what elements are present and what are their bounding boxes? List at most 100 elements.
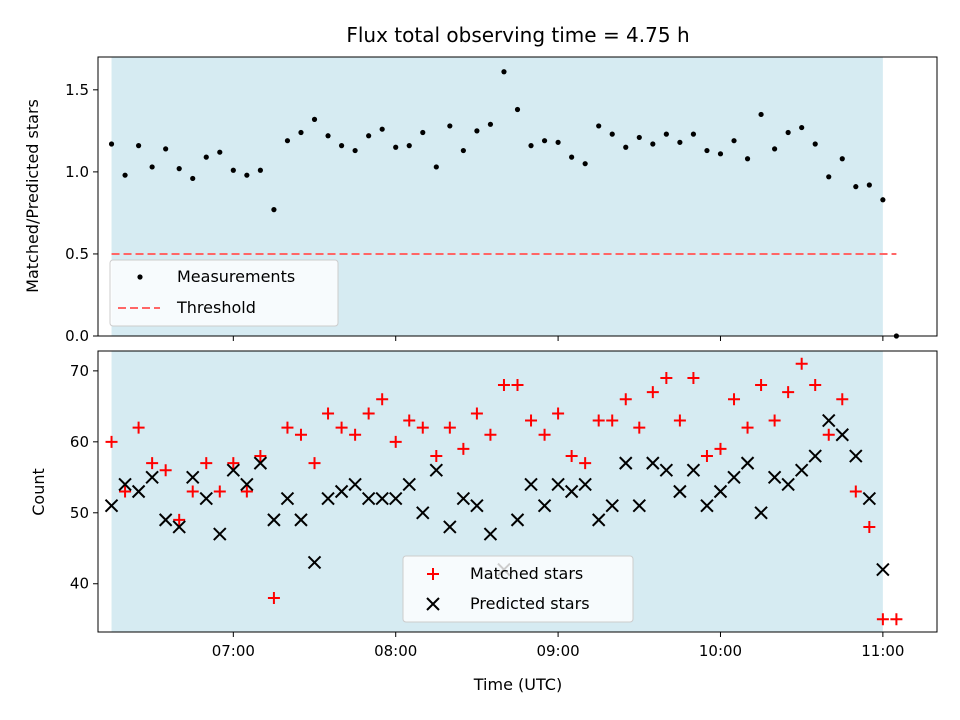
- measurement-point: [406, 143, 412, 149]
- measurement-point: [420, 129, 426, 136]
- measurement-point: [190, 175, 196, 182]
- matched-star-point: [294, 428, 307, 441]
- matched-star-point: [579, 457, 592, 470]
- legend-marker-matched: [427, 568, 439, 580]
- predicted-star-point: [862, 491, 877, 506]
- measurement-point: [108, 141, 115, 147]
- predicted-star-point: [619, 456, 633, 470]
- measurement-point: [663, 131, 669, 137]
- measurement-point: [704, 147, 710, 154]
- measurement-point: [433, 164, 439, 170]
- measurement-point: [338, 143, 345, 149]
- measurement-point: [582, 161, 588, 167]
- measurement-point: [853, 184, 859, 190]
- matched-star-point: [876, 613, 889, 626]
- x-tick-label: 09:00: [536, 642, 579, 660]
- chart-title: Flux total observing time = 4.75 h: [346, 23, 689, 47]
- measurement-point: [230, 167, 236, 173]
- matched-star-point: [335, 421, 348, 434]
- matched-star-point: [322, 407, 335, 420]
- y-tick-label: 0.5: [65, 245, 89, 263]
- measurement-point: [487, 121, 494, 127]
- predicted-star-point: [375, 491, 389, 506]
- measurement-point: [393, 144, 399, 150]
- matched-star-point: [457, 442, 470, 455]
- predicted-star-point: [781, 477, 795, 492]
- measurement-point: [514, 106, 521, 113]
- measurement-point: [772, 146, 778, 152]
- legend-label-matched: Matched stars: [470, 564, 583, 583]
- ratio-y-axis-label: Matched/Predicted stars: [23, 99, 42, 293]
- legend-label-measurements: Measurements: [177, 267, 295, 286]
- measurement-point: [217, 149, 223, 155]
- measurement-point: [366, 133, 372, 139]
- predicted-star-point: [307, 555, 322, 570]
- matched-star-point: [646, 386, 659, 399]
- matched-star-point: [538, 428, 551, 441]
- matched-star-point: [849, 485, 862, 498]
- measurement-point: [284, 138, 291, 144]
- x-tick-label: 10:00: [699, 642, 742, 660]
- predicted-star-point: [483, 527, 498, 541]
- matched-star-point: [240, 485, 253, 498]
- matched-star-point: [782, 386, 795, 399]
- matched-star-point: [660, 371, 673, 384]
- predicted-star-point: [524, 477, 538, 492]
- predicted-star-point: [646, 456, 660, 470]
- predicted-star-point: [334, 484, 349, 499]
- predicted-star-point: [253, 456, 268, 470]
- predicted-star-point: [226, 463, 241, 477]
- predicted-star-point: [348, 477, 362, 492]
- legend-frame: [402, 555, 634, 623]
- matched-star-point: [525, 414, 538, 427]
- matched-star-point: [565, 450, 578, 463]
- measurement-point: [744, 156, 751, 162]
- predicted-star-point: [470, 498, 484, 513]
- count-legend: Matched stars Predicted stars: [402, 555, 634, 623]
- measurement-point: [163, 146, 169, 152]
- matched-star-point: [416, 421, 429, 434]
- predicted-star-point: [280, 491, 295, 506]
- predicted-star-point: [754, 506, 768, 520]
- measurement-point: [690, 131, 697, 137]
- axes-frame: [97, 350, 938, 633]
- measurement-point: [826, 174, 832, 180]
- measurement-point: [650, 141, 656, 147]
- matched-star-point: [714, 442, 727, 455]
- measurement-point: [474, 128, 480, 134]
- predicted-star-point: [591, 513, 606, 527]
- measurement-point: [244, 172, 250, 178]
- measurement-point: [866, 182, 872, 188]
- matched-star-point: [186, 485, 199, 498]
- matched-star-point: [863, 520, 876, 533]
- predicted-star-point: [822, 413, 836, 428]
- matched-star-point: [267, 591, 280, 604]
- measurement-point: [501, 69, 507, 75]
- y-tick-label: 1.5: [65, 81, 89, 99]
- legend-label-threshold: Threshold: [176, 298, 256, 317]
- predicted-star-point: [158, 513, 173, 527]
- matched-star-point: [376, 393, 389, 406]
- measurement-point: [176, 166, 182, 172]
- measurement-point: [609, 131, 615, 137]
- matched-star-point: [673, 414, 686, 427]
- predicted-star-point: [849, 449, 863, 463]
- measurement-point: [122, 172, 128, 178]
- matched-star-point: [497, 379, 510, 392]
- measurement-point: [352, 147, 358, 154]
- measurement-point: [596, 123, 602, 129]
- count-panel: 40 50 60 70 07:00 08:00 09:00 10:00 11:00: [70, 350, 938, 660]
- x-axis-label: Time (UTC): [473, 675, 562, 694]
- predicted-star-point: [835, 428, 849, 442]
- matched-star-point: [119, 485, 132, 498]
- predicted-star-point: [713, 484, 728, 499]
- measurement-point: [731, 138, 737, 144]
- x-tick-label: 11:00: [861, 642, 904, 660]
- predicted-star-point: [808, 449, 822, 463]
- measurement-point: [880, 197, 886, 203]
- measurement-point: [839, 156, 845, 162]
- matched-star-point: [213, 485, 226, 498]
- matched-star-point: [389, 435, 402, 448]
- predicted-star-point: [429, 463, 444, 477]
